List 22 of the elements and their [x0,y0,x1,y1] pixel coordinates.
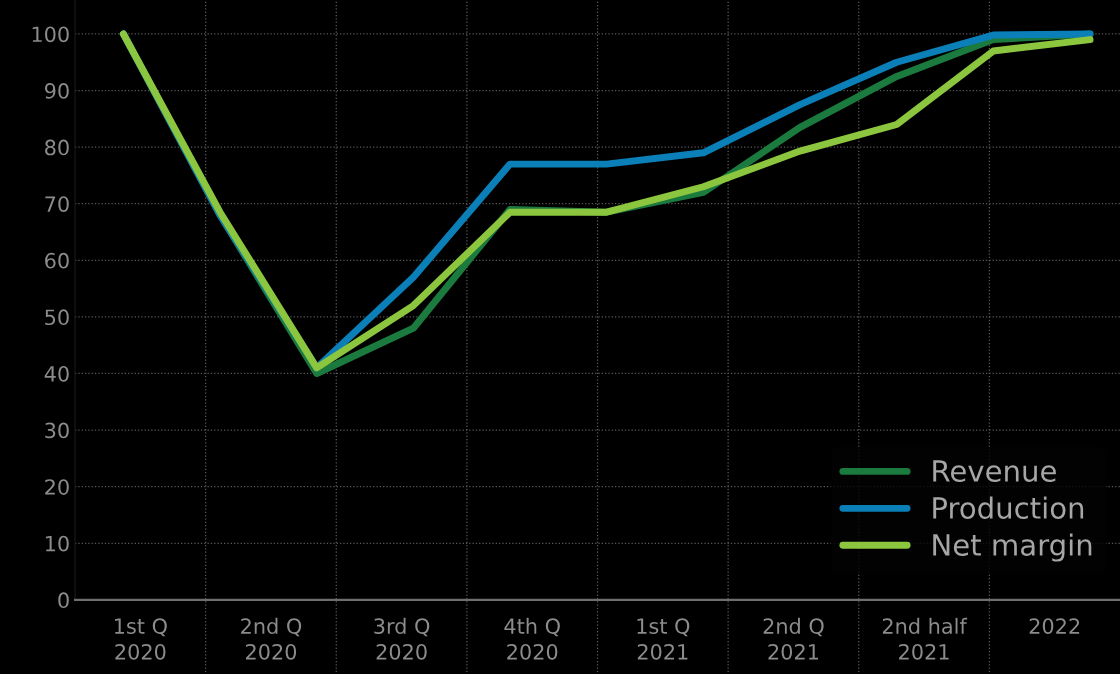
text: 2nd Q 2021 [763,617,824,660]
y-tick-label: 10 [45,535,69,552]
y-tick-label: 20 [45,479,69,495]
y-tick-label: 70 [45,196,69,212]
legend-label: Production [933,496,1084,519]
text: 1st Q 2021 [637,618,690,660]
text: 2022 [1029,618,1080,634]
legend-label: Net margin [933,533,1092,562]
y-tick-label: 50 [45,309,69,326]
legend-label: Revenue [933,460,1056,483]
y-tick-label: 0 [58,592,69,609]
y-tick-label: 60 [45,252,69,269]
y-tick-label: 80 [45,139,69,156]
text: 2nd Q 2020 [241,617,302,660]
y-tick-label: 30 [45,422,69,439]
text: 4th Q 2020 [504,617,560,660]
y-tick-label: 90 [44,83,69,99]
text: 3rd Q 2020 [374,617,430,660]
y-tick-label: 100 [32,26,69,43]
y-tick-label: 40 [44,365,69,382]
text: 1st Q 2020 [114,618,167,660]
text: 2nd half 2021 [882,617,968,660]
